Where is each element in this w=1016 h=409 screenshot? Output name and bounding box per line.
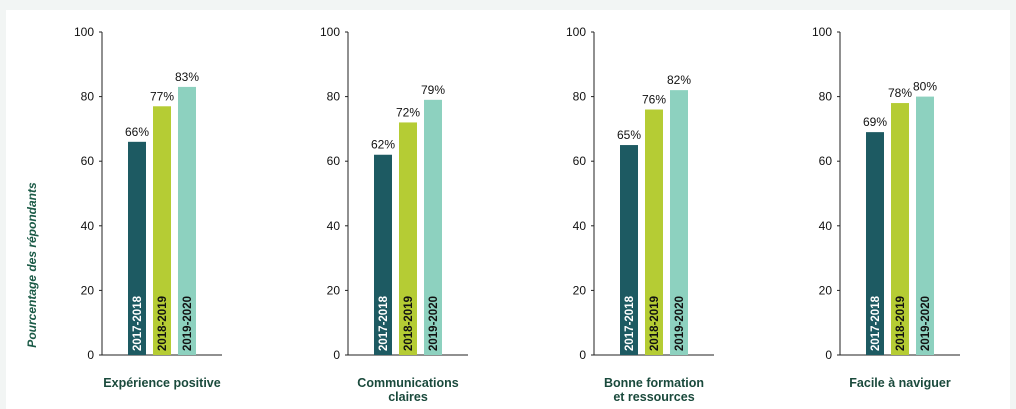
- panel-4-bar-series-label: 2018-2019: [895, 296, 907, 351]
- panel-4-bar-2018-2019: [891, 103, 909, 355]
- panel-4-value-label: 69%: [863, 115, 887, 129]
- panel-2-tick-label: 60: [327, 154, 341, 168]
- panel-2-bar-2017-2018: [374, 154, 392, 355]
- panel-4-bar-2019-2020: [916, 96, 934, 355]
- panel-2-tick-label: 100: [320, 25, 340, 39]
- panel-2-value-label: 72%: [396, 105, 420, 119]
- panel-3-tick-label: 60: [573, 154, 587, 168]
- panel-3-bar-series-label: 2019-2020: [674, 296, 686, 351]
- panel-4-bar-series-label: 2019-2020: [920, 296, 932, 351]
- panel-2-bar-series-label: 2019-2020: [428, 296, 440, 351]
- chart-panel: [6, 10, 1010, 409]
- panel-3-tick-label: 20: [573, 283, 587, 297]
- panel-1-value-label: 77%: [150, 89, 174, 103]
- panel-3-value-label: 65%: [617, 128, 641, 142]
- panel-4-tick-label: 0: [825, 348, 832, 362]
- panel-1-value-label: 83%: [175, 70, 199, 84]
- panel-3-tick-label: 40: [573, 219, 587, 233]
- panel-4-tick-label: 20: [819, 283, 833, 297]
- panel-4-tick-label: 100: [812, 25, 832, 39]
- panel-2-tick-label: 0: [333, 348, 340, 362]
- panel-1-bar-series-label: 2018-2019: [157, 296, 169, 351]
- panel-1-tick-label: 20: [81, 283, 95, 297]
- panel-4-value-label: 78%: [888, 86, 912, 100]
- panel-1-tick-label: 0: [87, 348, 94, 362]
- panel-3-category-label: et ressources: [613, 390, 694, 404]
- panel-2-category-label: Communications: [357, 376, 458, 390]
- panel-1-tick-label: 100: [74, 25, 94, 39]
- panel-3-bar-2017-2018: [620, 145, 638, 355]
- panel-1-tick-label: 40: [81, 219, 95, 233]
- panel-3-bar-series-label: 2017-2018: [624, 295, 636, 351]
- panel-2-tick-label: 80: [327, 90, 341, 104]
- panel-2-bar-2019-2020: [424, 99, 442, 355]
- panel-3-tick-label: 100: [566, 25, 586, 39]
- panel-1-bar-2018-2019: [153, 106, 171, 355]
- panel-3-value-label: 82%: [667, 73, 691, 87]
- panel-1-value-label: 66%: [125, 125, 149, 139]
- panel-4-tick-label: 80: [819, 90, 833, 104]
- panel-3-bar-series-label: 2018-2019: [649, 296, 661, 351]
- panel-1-bar-series-label: 2017-2018: [132, 295, 144, 351]
- panel-3-bar-2019-2020: [670, 90, 688, 355]
- panel-2-value-label: 62%: [371, 138, 395, 152]
- panel-1-bar-series-label: 2019-2020: [182, 296, 194, 351]
- panel-3-tick-label: 80: [573, 90, 587, 104]
- panel-4-tick-label: 60: [819, 154, 833, 168]
- panel-2-bar-series-label: 2017-2018: [378, 295, 390, 351]
- panel-1-bar-2017-2018: [128, 141, 146, 355]
- panel-3-bar-2018-2019: [645, 109, 663, 356]
- panel-2-tick-label: 40: [327, 219, 341, 233]
- panel-3-tick-label: 0: [579, 348, 586, 362]
- y-axis-label: Pourcentage des répondants: [25, 182, 39, 348]
- panel-4-bar-2017-2018: [866, 132, 884, 355]
- panel-2-bar-2018-2019: [399, 122, 417, 355]
- panel-4-tick-label: 40: [819, 219, 833, 233]
- panel-1-category-label: Expérience positive: [103, 376, 220, 390]
- panel-3-category-label: Bonne formation: [604, 376, 704, 390]
- panel-3-value-label: 76%: [642, 93, 666, 107]
- panel-1-tick-label: 80: [81, 90, 95, 104]
- panel-4-category-label: Facile à naviguer: [849, 376, 951, 390]
- panel-2-category-label: claires: [388, 390, 428, 404]
- panel-2-bar-series-label: 2018-2019: [403, 296, 415, 351]
- panel-1-tick-label: 60: [81, 154, 95, 168]
- panel-2-value-label: 79%: [421, 83, 445, 97]
- panel-2-tick-label: 20: [327, 283, 341, 297]
- panel-1-bar-2019-2020: [178, 86, 196, 355]
- panel-4-bar-series-label: 2017-2018: [870, 295, 882, 351]
- panel-4-value-label: 80%: [913, 80, 937, 94]
